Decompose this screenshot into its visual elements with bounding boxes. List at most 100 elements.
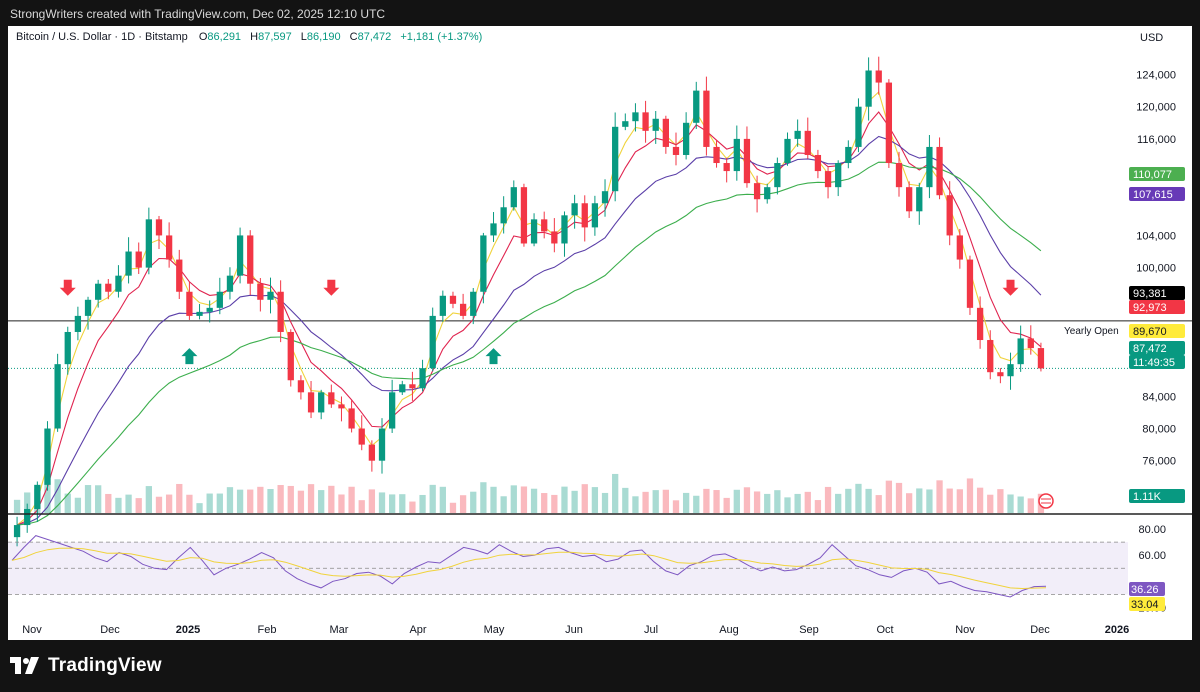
candle-body — [997, 372, 1004, 377]
price-labels: 110,077 107,615 93,381 92,973 89,670 87,472 11… — [1038, 167, 1185, 611]
candle-body — [449, 295, 457, 304]
volume-bar — [338, 494, 345, 513]
volume-bar — [247, 489, 254, 513]
price-tick-label: 104,000 — [1136, 230, 1176, 242]
time-tick-label: Nov — [955, 624, 975, 636]
open-value: 86,291 — [207, 31, 241, 43]
volume-bar — [906, 493, 913, 513]
volume-bar — [875, 495, 882, 513]
candle-body — [24, 508, 31, 526]
candle-body — [13, 525, 21, 538]
candle-body — [95, 283, 102, 300]
candle-body — [885, 82, 893, 164]
tradingview-logo[interactable]: TradingView — [10, 655, 162, 677]
axes: 124,000120,000116,000112,000104,000100,0… — [8, 70, 1192, 636]
candle-body — [693, 90, 700, 123]
volume-bar — [500, 496, 507, 513]
time-tick-label: May — [484, 624, 505, 636]
symbol-title: Bitcoin / U.S. Dollar · 1D · Bitstamp — [16, 31, 188, 43]
volume-bar — [54, 479, 61, 513]
price-label-text: 11:49:35 — [1133, 357, 1175, 369]
volume-bar — [368, 489, 376, 513]
candle-body — [520, 187, 528, 244]
time-tick-label: Apr — [409, 624, 426, 636]
footer — [0, 640, 1200, 692]
high-value: 87,597 — [258, 31, 292, 43]
candle-body — [987, 340, 994, 373]
candle-body — [581, 203, 588, 228]
low-label: L — [301, 31, 307, 43]
price-tick-label: 84,000 — [1142, 391, 1176, 403]
time-tick-label: 2025 — [176, 624, 200, 636]
candle-body — [389, 392, 396, 429]
volume-bar — [105, 493, 112, 513]
candle-body — [510, 187, 517, 208]
candle-body — [1027, 338, 1034, 349]
volume-bar — [541, 493, 548, 513]
close-value: 87,472 — [358, 31, 392, 43]
volume-bar — [287, 485, 294, 513]
candle-body — [591, 203, 599, 228]
volume-bar — [601, 492, 609, 513]
candle-body — [348, 408, 355, 429]
ema-long-line — [17, 161, 1042, 526]
volume-bar — [804, 491, 811, 513]
volume-bar — [956, 489, 963, 513]
volume-bar — [328, 485, 335, 513]
volume-bar — [845, 488, 852, 513]
candle-body — [236, 235, 244, 276]
volume-bar — [358, 500, 365, 513]
price-label-text: 107,615 — [1133, 189, 1173, 201]
candle-body — [307, 392, 315, 413]
down-arrow-icon — [59, 279, 76, 296]
volume-bar — [84, 485, 92, 513]
volume-bar — [551, 494, 558, 513]
volume-bar — [642, 491, 649, 513]
volume-bar — [693, 495, 700, 513]
event-badge-circle — [1038, 493, 1054, 509]
volume-bar — [348, 486, 355, 513]
price-label-box — [1129, 286, 1185, 300]
volume-bar — [591, 487, 599, 513]
candle-body — [966, 259, 974, 308]
volume-bar — [419, 494, 426, 513]
candle-body — [835, 163, 842, 188]
volume-bar — [257, 486, 264, 513]
volume-bar — [916, 488, 923, 513]
candle-body — [328, 392, 335, 405]
candle-body — [946, 195, 953, 236]
candle-body — [753, 183, 761, 200]
time-tick-label: Jun — [565, 624, 583, 636]
volume-bar — [267, 489, 274, 513]
price-tick-label: 116,000 — [1137, 134, 1176, 146]
rsi-label-box — [1129, 582, 1165, 596]
close-label: C — [350, 31, 358, 43]
candle-body — [703, 90, 710, 147]
candle-body — [439, 295, 446, 316]
candle-body — [865, 70, 872, 107]
rsi-pane — [8, 535, 1128, 598]
rsi-label-box — [1129, 597, 1165, 611]
volume-bar — [987, 494, 994, 513]
candle-body — [135, 251, 142, 268]
candle-body — [713, 146, 720, 164]
price-label-text: 110,077 — [1133, 169, 1172, 181]
yearly-open-line: Yearly Open — [8, 320, 1192, 369]
volume-bar — [13, 499, 21, 513]
volume-bar — [95, 485, 102, 513]
volume-bar — [318, 490, 325, 513]
volume-bar — [470, 491, 477, 513]
candle-body — [794, 130, 801, 139]
candle-body — [267, 291, 274, 300]
volume-bar — [824, 486, 832, 513]
yearly-open-label: Yearly Open — [1064, 326, 1119, 337]
price-tick-label: 100,000 — [1136, 263, 1176, 275]
high-label: H — [250, 31, 258, 43]
chart-panel[interactable] — [8, 26, 1192, 640]
candle-body — [976, 307, 984, 341]
volume-bar — [307, 484, 315, 513]
volume-bar — [794, 493, 801, 513]
volume-bar — [703, 488, 710, 513]
candle-body — [723, 163, 730, 172]
